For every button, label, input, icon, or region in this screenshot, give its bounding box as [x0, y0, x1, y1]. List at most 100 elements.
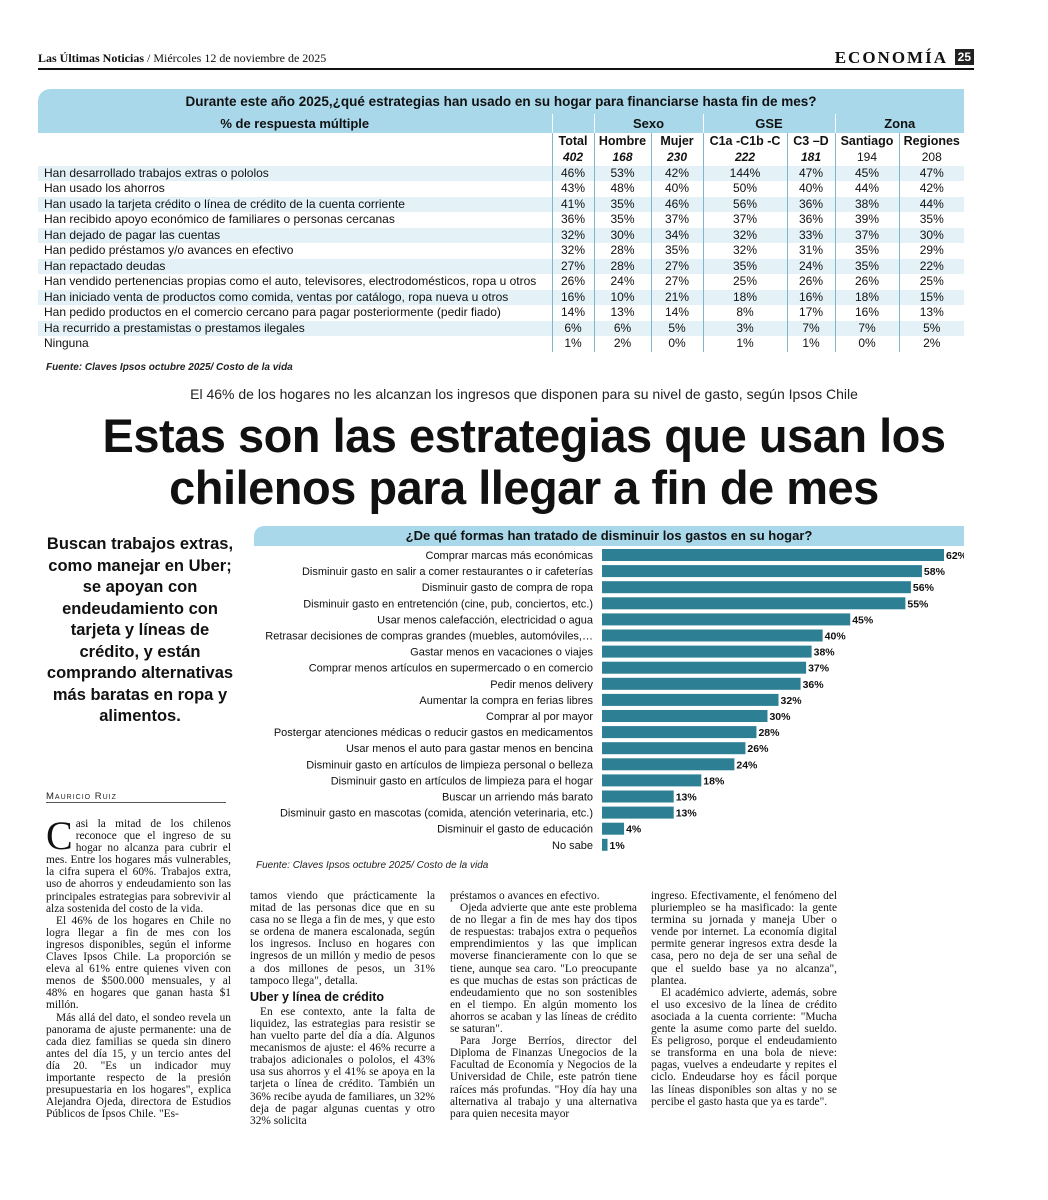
cell-value: 27%	[551, 258, 594, 274]
cell-value: 8%	[702, 305, 787, 321]
cell-value: 56%	[702, 196, 787, 212]
cell-value: 37%	[702, 212, 787, 228]
column-header: C1a -C1b -C	[702, 133, 787, 150]
article-paragraph: Para Jorge Berríos, director del Diploma…	[450, 1035, 637, 1120]
bar-value-label: 24%	[736, 759, 758, 771]
cell-value: 5%	[650, 320, 703, 336]
cell-value: 16%	[834, 305, 899, 321]
table-row: Han vendido pertenencias propias como el…	[38, 274, 964, 290]
table-row: Han usado los ahorros 43% 48% 40% 50% 40% 44% 4…	[38, 181, 964, 197]
row-label: Han dejado de pagar las cuentas	[38, 227, 552, 243]
article-paragraph: ingreso. Efectivamente, el fenómeno del …	[651, 890, 837, 987]
table-row: Han recibido apoyo económico de familiar…	[38, 212, 964, 228]
bar	[602, 790, 674, 803]
cell-value: 24%	[593, 274, 651, 290]
bar	[602, 742, 746, 755]
cell-value: 13%	[898, 305, 964, 321]
table-row: Han pedido productos en el comercio cerc…	[38, 305, 964, 321]
bar-value-label: 40%	[825, 631, 847, 643]
bar	[602, 613, 851, 626]
cell-value: 39%	[834, 212, 899, 228]
article-paragraph: Ojeda advierte que ante este problema de…	[450, 902, 637, 1036]
bar-value-label: 45%	[852, 614, 874, 626]
cell-value: 42%	[898, 181, 964, 197]
cell-value: 35%	[593, 212, 651, 228]
n-value: 230	[650, 150, 703, 166]
cell-value: 40%	[786, 181, 835, 197]
cell-value: 26%	[786, 274, 835, 290]
cell-value: 35%	[593, 196, 651, 212]
cell-value: 7%	[786, 320, 835, 336]
bar-value-label: 37%	[808, 663, 830, 675]
cell-value: 14%	[650, 305, 703, 321]
bar	[602, 629, 823, 642]
bar	[602, 565, 922, 578]
article-deck: Buscan trabajos extras, como manejar en …	[46, 535, 234, 725]
bar-value-label: 4%	[626, 824, 642, 836]
cell-value: 34%	[650, 227, 703, 243]
article-paragraph: Más allá del dato, el sondeo revela un p…	[46, 1011, 231, 1121]
cell-value: 13%	[593, 305, 651, 321]
n-value: 208	[898, 150, 964, 166]
column-header: Hombre	[593, 133, 651, 150]
survey-table-source: Fuente: Claves Ipsos octubre 2025/ Costo…	[46, 362, 293, 373]
cell-value: 1%	[702, 336, 787, 352]
cell-value: 144%	[702, 165, 787, 181]
bar-category-label: Disminuir gasto en artículos de limpieza…	[331, 775, 594, 787]
table-group-header-row: % de respuesta múltiple Sexo GSE Zona	[38, 114, 964, 133]
bar-category-label: Usar menos calefacción, electricidad o a…	[377, 614, 594, 626]
row-label: Han usado la tarjeta crédito o línea de …	[38, 196, 552, 212]
bar-value-label: 36%	[803, 679, 825, 691]
bar	[602, 806, 674, 819]
table-row-header: % de respuesta múltiple	[38, 114, 552, 133]
cell-value: 41%	[551, 196, 594, 212]
cell-value: 43%	[551, 181, 594, 197]
cell-value: 0%	[834, 336, 899, 352]
article-subhead: Uber y línea de crédito	[250, 989, 385, 1004]
cell-value: 50%	[702, 181, 787, 197]
publication-date: / Miércoles 12 de noviembre de 2025	[147, 51, 327, 65]
bar	[602, 645, 812, 658]
article-paragraph: préstamos o avances en efectivo.	[450, 890, 600, 902]
cell-value: 6%	[593, 320, 651, 336]
bar-category-label: Disminuir gasto en mascotas (comida, ate…	[280, 808, 593, 820]
drop-cap: C	[46, 813, 73, 858]
cell-value: 15%	[898, 289, 964, 305]
bar-category-label: Aumentar la compra en ferias libres	[419, 695, 593, 707]
cell-value: 32%	[551, 227, 594, 243]
cell-value: 32%	[551, 243, 594, 259]
bar	[602, 597, 906, 610]
cell-value: 44%	[834, 181, 899, 197]
bar-value-label: 62%	[946, 550, 964, 562]
bar	[602, 693, 779, 706]
cell-value: 31%	[786, 243, 835, 259]
cell-value: 53%	[593, 165, 651, 181]
cell-value: 6%	[551, 320, 594, 336]
cell-value: 18%	[834, 289, 899, 305]
bar-category-label: Comprar menos artículos en supermercado …	[309, 663, 593, 675]
row-label: Han pedido productos en el comercio cerc…	[44, 305, 501, 320]
bar-category-label: Buscar un arriendo más barato	[442, 792, 593, 804]
article-headline: Estas son las estrategias que usan los c…	[20, 410, 1028, 514]
cell-value: 42%	[650, 165, 703, 181]
column-header: Regiones	[898, 133, 964, 150]
cell-value: 46%	[650, 196, 703, 212]
n-value: 194	[834, 150, 899, 166]
article-paragraph: tamos viendo que prácticamente la mitad …	[250, 890, 435, 987]
bar-category-label: Postergar atenciones médicas o reducir g…	[274, 727, 594, 739]
cell-value: 16%	[786, 289, 835, 305]
cell-value: 7%	[834, 320, 899, 336]
article-byline: Mauricio Ruiz	[46, 791, 117, 802]
bar-category-label: Retrasar decisiones de compras grandes (…	[265, 631, 593, 643]
publication-line: Las Últimas Noticias / Miércoles 12 de n…	[38, 51, 326, 66]
cell-value: 25%	[898, 274, 964, 290]
row-label: Ha recurrido a prestamistas o prestamos …	[38, 320, 552, 336]
cell-value: 29%	[898, 243, 964, 259]
cell-value: 21%	[650, 289, 703, 305]
cell-value: 24%	[786, 258, 835, 274]
group-header-gse: GSE	[702, 114, 835, 133]
row-label: Han recibido apoyo económico de familiar…	[44, 212, 395, 227]
cell-value: 27%	[650, 258, 703, 274]
bar-value-label: 26%	[747, 743, 769, 755]
